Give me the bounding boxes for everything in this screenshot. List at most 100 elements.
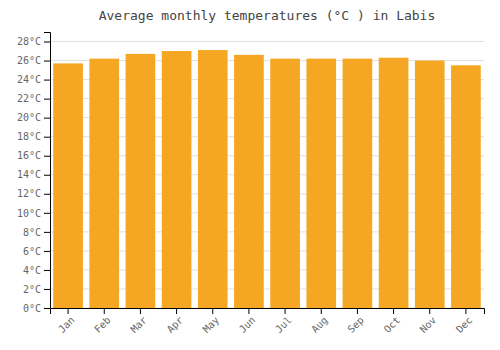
- y-tick: 24°C: [17, 74, 50, 85]
- y-tick: 20°C: [17, 112, 50, 123]
- y-tick-label: 16°C: [17, 150, 41, 161]
- bar: [451, 65, 481, 308]
- grid-line: [50, 41, 484, 42]
- x-tick-label: Jan: [56, 314, 77, 335]
- x-tick: Sep: [345, 308, 366, 335]
- y-tick-label: 26°C: [17, 55, 41, 66]
- y-tick: 14°C: [17, 169, 50, 180]
- x-tick-mark: [465, 308, 466, 314]
- x-tick-label: Sep: [345, 314, 366, 335]
- x-axis: Jan Feb Mar Apr May Jun Jul Aug Sep Oct Nov Dec: [51, 308, 485, 335]
- x-tick-label: Jul: [273, 314, 294, 335]
- bar: [343, 59, 373, 308]
- x-tick: May: [201, 308, 222, 335]
- bar: [162, 51, 192, 308]
- y-tick-label: 20°C: [17, 112, 41, 123]
- x-tick-label: Apr: [165, 314, 186, 335]
- y-tick-mark: [44, 232, 50, 233]
- y-tick: 8°C: [23, 227, 50, 238]
- y-tick: 2°C: [23, 284, 50, 295]
- y-tick-label: 12°C: [17, 188, 41, 199]
- y-tick: 28°C: [17, 36, 50, 47]
- x-tick-mark: [248, 308, 249, 314]
- x-tick-label: May: [201, 314, 222, 335]
- bar: [198, 50, 228, 308]
- y-tick: 26°C: [17, 55, 50, 66]
- y-tick-label: 4°C: [23, 265, 41, 276]
- y-tick-label: 28°C: [17, 36, 41, 47]
- y-tick-label: 14°C: [17, 169, 41, 180]
- y-tick-label: 6°C: [23, 246, 41, 257]
- plot: 0°C 2°C 4°C 6°C 8°C 10°C 12°C 14°C 16°C 18°C 20°C 2…: [17, 33, 485, 335]
- title: Average monthly temperatures (°C ) in La…: [99, 8, 436, 23]
- y-tick-mark: [44, 194, 50, 195]
- y-tick-mark: [44, 156, 50, 157]
- grid: [50, 42, 484, 308]
- bar: [270, 59, 300, 308]
- x-tick-mark: [104, 308, 105, 314]
- x-tick: Apr: [165, 308, 186, 335]
- bar: [126, 54, 156, 308]
- y-tick-label: 2°C: [23, 284, 41, 295]
- y-tick: 6°C: [23, 246, 50, 257]
- x-tick-label: Oct: [382, 314, 403, 335]
- y-tick-mark: [44, 99, 50, 100]
- y-tick-mark: [44, 80, 50, 81]
- y-tick: 12°C: [17, 188, 50, 199]
- y-tick-mark: [44, 61, 50, 62]
- x-tick-mark: [212, 308, 213, 314]
- x-tick: Jan: [56, 308, 77, 335]
- y-tick-mark: [44, 251, 50, 252]
- y-tick-mark: [44, 175, 50, 176]
- x-tick-mark: [321, 308, 322, 314]
- bar: [379, 58, 409, 308]
- y-tick-mark: [44, 213, 50, 214]
- x-tick-mark: [429, 308, 430, 314]
- x-tick: Feb: [92, 308, 113, 335]
- y-tick-mark: [44, 42, 50, 43]
- y-tick: 16°C: [17, 150, 50, 161]
- bar: [306, 59, 336, 308]
- x-tick: Oct: [382, 308, 403, 335]
- y-tick-mark: [44, 137, 50, 138]
- y-tick-mark: [44, 118, 50, 119]
- x-tick: Dec: [454, 308, 475, 335]
- x-tick-label: Feb: [92, 314, 113, 335]
- y-tick-label: 22°C: [17, 93, 41, 104]
- y-tick-label: 0°C: [23, 303, 41, 314]
- y-tick-mark: [44, 308, 50, 309]
- x-tick-mark: [357, 308, 358, 314]
- y-tick: 10°C: [17, 208, 50, 219]
- y-tick-mark: [44, 270, 50, 271]
- x-tick-mark: [140, 308, 141, 314]
- y-tick-mark: [44, 289, 50, 290]
- y-axis: 0°C 2°C 4°C 6°C 8°C 10°C 12°C 14°C 16°C 18°C 20°C 2…: [17, 33, 51, 314]
- x-tick-mark: [176, 308, 177, 314]
- x-tick-label: Mar: [128, 314, 149, 335]
- x-axis-line: [51, 309, 485, 315]
- x-tick-mark: [68, 308, 69, 314]
- y-axis-line: [44, 33, 51, 309]
- bar: [53, 63, 83, 308]
- y-tick: 22°C: [17, 93, 50, 104]
- x-tick-label: Aug: [309, 314, 330, 335]
- bars: [53, 50, 480, 308]
- bar: [234, 55, 264, 308]
- x-tick: Nov: [418, 308, 439, 335]
- x-tick-label: Nov: [418, 314, 439, 335]
- bar: [89, 59, 119, 308]
- y-tick: 18°C: [17, 131, 50, 142]
- chart: 0°C 2°C 4°C 6°C 8°C 10°C 12°C 14°C 16°C 18°C 20°C 2…: [0, 0, 500, 350]
- x-tick: Jun: [237, 308, 258, 335]
- x-tick-label: Jun: [237, 314, 258, 335]
- y-tick-label: 18°C: [17, 131, 41, 142]
- x-tick-label: Dec: [454, 314, 475, 335]
- y-tick-label: 24°C: [17, 74, 41, 85]
- y-tick-label: 10°C: [17, 208, 41, 219]
- x-tick: Mar: [128, 308, 149, 335]
- y-tick-label: 8°C: [23, 227, 41, 238]
- bar: [415, 61, 445, 308]
- x-tick: Jul: [273, 308, 294, 335]
- y-tick: 0°C: [23, 303, 50, 314]
- x-tick-mark: [285, 308, 286, 314]
